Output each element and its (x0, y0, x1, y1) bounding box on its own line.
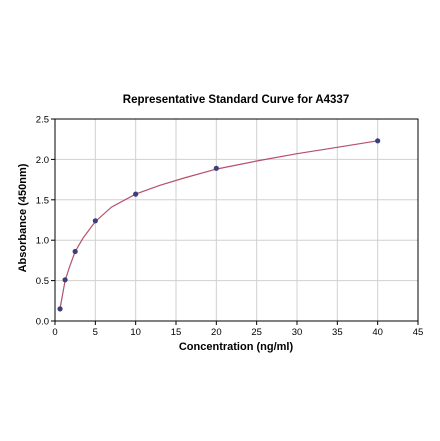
plot-area-frame (54, 118, 419, 322)
chart-title: Representative Standard Curve for A4337 (123, 94, 349, 106)
x-tick-label: 5 (93, 327, 98, 338)
data-point (57, 306, 63, 312)
y-tick-label: 1.5 (36, 195, 49, 206)
data-point (375, 138, 381, 144)
x-tick-label: 0 (52, 327, 57, 338)
y-tick-label: 0.5 (36, 276, 49, 287)
grid-layer (54, 118, 419, 322)
x-tick-label: 20 (211, 327, 222, 338)
data-point (213, 165, 219, 171)
y-tick-label: 2.5 (36, 115, 49, 126)
x-tick-label: 40 (372, 327, 383, 338)
y-axis-label: Absorbance (450nm) (17, 163, 29, 272)
y-tick-label: 2.0 (36, 155, 49, 166)
y-tick-label: 1.0 (36, 236, 49, 247)
x-tick-label: 25 (251, 327, 262, 338)
x-tick-label: 15 (171, 327, 182, 338)
fit-curve-line (59, 140, 378, 310)
x-tick-label: 10 (130, 327, 141, 338)
x-tick-label: 35 (332, 327, 343, 338)
x-tick-label: 45 (413, 327, 424, 338)
data-points (57, 138, 381, 312)
data-point (92, 218, 98, 224)
x-tick-label: 30 (292, 327, 303, 338)
y-tick-label: 0.0 (36, 317, 49, 328)
axis-ticks: 0 5 10 15 20 25 30 35 40 45 0.0 0.5 1.0 1.5 2.0 2.5 (36, 115, 424, 339)
data-point (133, 191, 139, 197)
x-axis-label: Concentration (ng/ml) (179, 341, 294, 353)
data-point (62, 277, 68, 283)
data-point (72, 248, 78, 255)
